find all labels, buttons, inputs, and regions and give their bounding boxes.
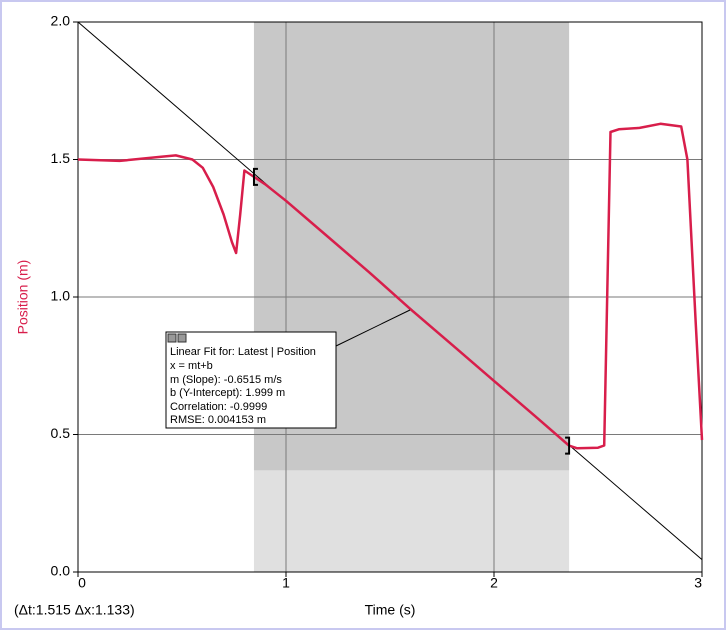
leader-line <box>335 309 411 347</box>
minimize-icon[interactable] <box>177 333 187 343</box>
fit-box-line: RMSE: 0.004153 m <box>170 414 266 426</box>
plot-area: 0.0 0.5 1.0 1.5 2.0 0 1 2 3 <box>51 13 704 591</box>
selection-bracket <box>252 167 258 186</box>
fit-box-border <box>165 331 337 429</box>
fit-box-line: Linear Fit for: Latest | Position <box>170 346 316 358</box>
fit-box-line: b (Y-Intercept): 1.999 m <box>170 387 285 399</box>
fit-box-line: Correlation: -0.9999 <box>170 401 267 413</box>
selection-bracket <box>565 436 571 455</box>
x-tick-label: 0 <box>78 575 86 591</box>
fit-box: Linear Fit for: Latest | Position x = mt… <box>165 309 411 429</box>
data-line <box>77 122 704 450</box>
plot-border <box>77 21 703 573</box>
y-tick-label: 1.0 <box>51 288 71 304</box>
fit-box-line: x = mt+b <box>170 360 213 372</box>
y-tick-label: 0.5 <box>51 425 71 441</box>
y-axis-label: Position (m) <box>15 260 31 335</box>
y-tick-label: 1.5 <box>51 150 71 166</box>
delta-readout: (Δt:1.515 Δx:1.133) <box>14 602 135 618</box>
x-tick-label: 1 <box>282 575 290 591</box>
fit-box-line: m (Slope): -0.6515 m/s <box>170 374 282 386</box>
x-tick-label: 3 <box>694 575 702 591</box>
x-tick-label: 2 <box>490 575 498 591</box>
x-axis-label: Time (s) <box>365 602 416 618</box>
close-icon[interactable] <box>167 333 177 343</box>
y-tick-label: 0.0 <box>51 563 71 579</box>
y-tick-label: 2.0 <box>51 13 71 29</box>
